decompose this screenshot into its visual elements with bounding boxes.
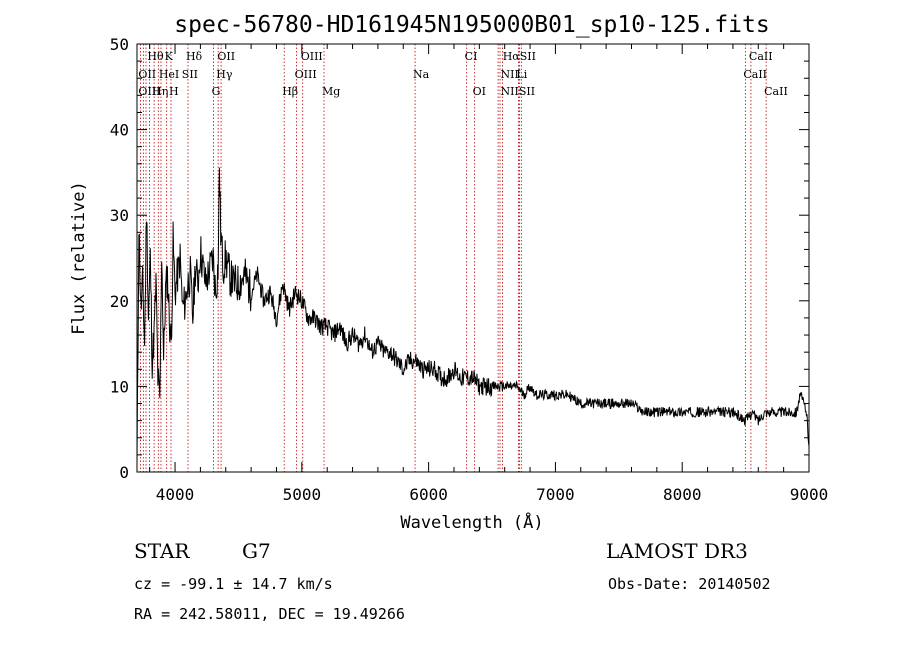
y-tick-label: 10 bbox=[110, 377, 129, 396]
y-tick-label: 40 bbox=[110, 121, 129, 140]
spectral-line-label: H bbox=[169, 85, 179, 98]
spectrum-series bbox=[136, 167, 810, 464]
y-tick-label: 20 bbox=[110, 292, 129, 311]
spectral-line-label: OII bbox=[138, 68, 156, 81]
spectral-line-label: CaII bbox=[764, 85, 788, 98]
spectral-line-label: Hγ bbox=[216, 68, 233, 81]
spectral-line-label: OIII bbox=[295, 68, 317, 81]
x-axis-label: Wavelength (Å) bbox=[400, 511, 543, 533]
spectral-line-label: Mg bbox=[322, 85, 340, 98]
spectral-line-label: NIISII bbox=[501, 85, 536, 98]
spectral-line-label: CaII bbox=[749, 50, 773, 63]
spectral-line-label: HeI bbox=[159, 68, 179, 81]
y-axis-ticks: 0 10 20 30 40 50 bbox=[110, 35, 809, 482]
chart-title: spec-56780-HD161945N195000B01_sp10-125.f… bbox=[174, 12, 769, 38]
spectral-line-label: CaII bbox=[743, 68, 767, 81]
subclass: G7 bbox=[242, 539, 271, 563]
spectral-line-label: OI bbox=[473, 85, 486, 98]
spectral-line-label: SII bbox=[182, 68, 198, 81]
obs-date: Obs-Date: 20140502 bbox=[608, 575, 771, 593]
spectral-line-label: Hη bbox=[152, 85, 168, 98]
spectral-line-label: K bbox=[165, 50, 174, 63]
spectral-line-label: Na bbox=[413, 68, 430, 81]
spectral-line-label: HαSII bbox=[503, 50, 536, 63]
x-tick-label: 4000 bbox=[156, 485, 195, 504]
spectral-line-label: G bbox=[212, 85, 221, 98]
spectral-line-label: Hβ bbox=[282, 85, 298, 98]
spectral-line-label: Hδ bbox=[186, 50, 203, 63]
spectral-line-markers bbox=[140, 44, 767, 472]
x-tick-label: 5000 bbox=[283, 485, 322, 504]
survey-name: LAMOST DR3 bbox=[606, 539, 748, 563]
spectral-line-label: Hθ bbox=[147, 50, 164, 63]
object-class: STAR bbox=[134, 539, 190, 563]
spectral-line-label: OII bbox=[217, 50, 235, 63]
x-tick-label: 9000 bbox=[790, 485, 829, 504]
spectral-line-label: NII bbox=[501, 68, 519, 81]
y-axis-label: Flux (relative) bbox=[69, 181, 89, 335]
x-axis-ticks: 4000 5000 6000 7000 8000 9000 bbox=[149, 44, 829, 504]
spectral-line-label: CI bbox=[465, 50, 478, 63]
spectral-line-label: Li bbox=[516, 68, 527, 81]
y-tick-label: 30 bbox=[110, 206, 129, 225]
spectrum-line bbox=[136, 167, 810, 464]
redshift-readout: cz = -99.1 ± 14.7 km/s bbox=[134, 575, 333, 593]
y-tick-label: 0 bbox=[119, 463, 129, 482]
x-tick-label: 6000 bbox=[409, 485, 448, 504]
spectral-line-label: OIII bbox=[301, 50, 323, 63]
plot-frame bbox=[136, 43, 810, 473]
coordinates: RA = 242.58011, DEC = 19.49266 bbox=[134, 605, 405, 623]
x-tick-label: 7000 bbox=[536, 485, 575, 504]
spectral-line-label: OIII bbox=[138, 85, 160, 98]
y-tick-label: 50 bbox=[110, 35, 129, 54]
x-tick-label: 8000 bbox=[663, 485, 702, 504]
